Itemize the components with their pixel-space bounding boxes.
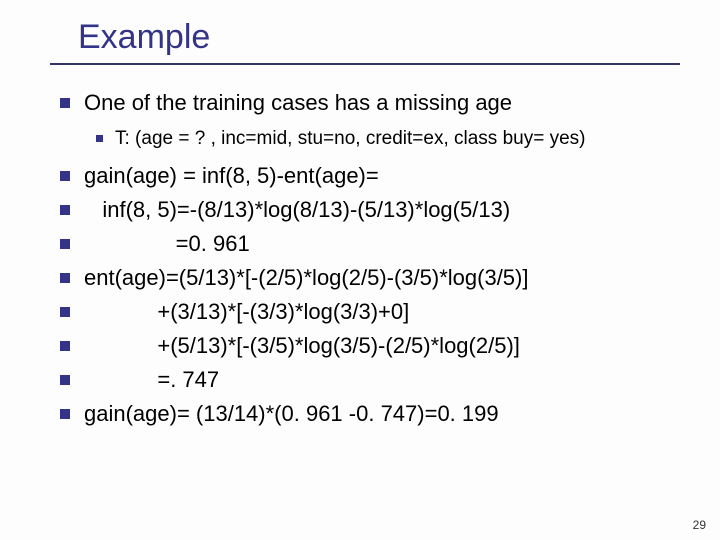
list-text: +(3/13)*[-(3/3)*log(3/3)+0] [84, 296, 680, 328]
list-item: gain(age)= (13/14)*(0. 961 -0. 747)=0. 1… [60, 398, 680, 430]
list-item: T: (age = ? , inc=mid, stu=no, credit=ex… [96, 125, 680, 153]
list-text: =0. 961 [84, 228, 680, 260]
bullet-icon [60, 375, 70, 385]
list-item: =. 747 [60, 364, 680, 396]
list-item: +(3/13)*[-(3/3)*log(3/3)+0] [60, 296, 680, 328]
bullet-icon [60, 307, 70, 317]
list-item: inf(8, 5)=-(8/13)*log(8/13)-(5/13)*log(5… [60, 194, 680, 226]
bullet-icon [60, 98, 70, 108]
bullet-icon [60, 341, 70, 351]
list-text: inf(8, 5)=-(8/13)*log(8/13)-(5/13)*log(5… [84, 194, 680, 226]
slide-title: Example [78, 18, 680, 57]
list-item: gain(age) = inf(8, 5)-ent(age)= [60, 160, 680, 192]
bullet-icon [60, 273, 70, 283]
list-text: One of the training cases has a missing … [84, 87, 680, 119]
bullet-icon [60, 205, 70, 215]
list-text: T: (age = ? , inc=mid, stu=no, credit=ex… [115, 125, 680, 153]
title-rule [50, 63, 680, 65]
list-item: ent(age)=(5/13)*[-(2/5)*log(2/5)-(3/5)*l… [60, 262, 680, 294]
bullet-icon [96, 135, 103, 142]
page-number: 29 [693, 518, 706, 532]
bullet-icon [60, 409, 70, 419]
list-text: ent(age)=(5/13)*[-(2/5)*log(2/5)-(3/5)*l… [84, 262, 680, 294]
list-item: One of the training cases has a missing … [60, 87, 680, 119]
list-text: +(5/13)*[-(3/5)*log(3/5)-(2/5)*log(2/5)] [84, 330, 680, 362]
bullet-icon [60, 171, 70, 181]
bullet-icon [60, 239, 70, 249]
content-body: One of the training cases has a missing … [60, 87, 680, 430]
list-item: =0. 961 [60, 228, 680, 260]
slide: Example One of the training cases has a … [0, 0, 720, 540]
list-text: gain(age)= (13/14)*(0. 961 -0. 747)=0. 1… [84, 398, 680, 430]
list-text: =. 747 [84, 364, 680, 396]
list-item: +(5/13)*[-(3/5)*log(3/5)-(2/5)*log(2/5)] [60, 330, 680, 362]
list-text: gain(age) = inf(8, 5)-ent(age)= [84, 160, 680, 192]
